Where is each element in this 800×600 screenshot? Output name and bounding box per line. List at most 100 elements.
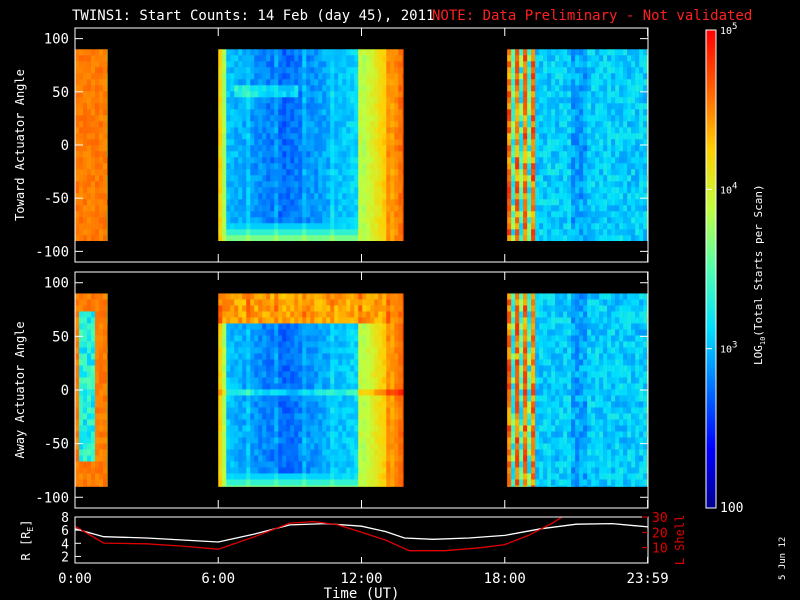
heatmap-cell <box>338 61 343 68</box>
heatmap-cell <box>386 329 391 336</box>
heatmap-cell <box>79 223 84 230</box>
heatmap-cell <box>571 223 576 230</box>
heatmap-cell <box>242 311 247 318</box>
heatmap-cell <box>326 199 331 206</box>
heatmap-cell <box>270 299 275 306</box>
heatmap-cell <box>511 145 516 152</box>
heatmap-cell <box>79 205 84 212</box>
heatmap-cell <box>107 467 108 474</box>
heatmap-cell <box>531 85 536 92</box>
heatmap-cell <box>258 127 263 134</box>
heatmap-cell <box>270 461 275 468</box>
heatmap-cell <box>338 425 343 432</box>
heatmap-cell <box>515 211 520 218</box>
heatmap-cell <box>583 229 588 236</box>
heatmap-cell <box>298 371 303 378</box>
heatmap-cell <box>350 413 355 420</box>
heatmap-cell <box>246 317 251 324</box>
heatmap-cell <box>398 175 403 182</box>
heatmap-cell <box>507 347 512 354</box>
heatmap-cell <box>362 55 367 62</box>
heatmap-cell <box>330 145 335 152</box>
heatmap-cell <box>218 211 223 218</box>
heatmap-cell <box>587 127 592 134</box>
heatmap-cell <box>551 67 556 74</box>
heatmap-cell <box>374 359 379 366</box>
heatmap-cell <box>310 49 315 56</box>
heatmap-cell <box>107 229 108 236</box>
heatmap-cell <box>87 431 92 438</box>
heatmap-cell <box>218 311 223 318</box>
heatmap-cell <box>310 317 315 324</box>
heatmap-cell <box>226 211 231 218</box>
heatmap-cell <box>619 175 624 182</box>
heatmap-cell <box>354 353 359 360</box>
heatmap-cell <box>306 67 311 74</box>
heatmap-cell <box>326 67 331 74</box>
heatmap-cell <box>266 413 271 420</box>
heatmap-cell <box>326 109 331 116</box>
heatmap-cell <box>394 67 399 74</box>
heatmap-cell <box>643 181 648 188</box>
heatmap-cell <box>322 311 327 318</box>
heatmap-cell <box>314 389 319 396</box>
heatmap-cell <box>515 359 520 366</box>
heatmap-cell <box>278 479 283 486</box>
heatmap-cell <box>254 389 259 396</box>
heatmap-cell <box>270 97 275 104</box>
heatmap-cell <box>91 157 96 164</box>
heatmap-cell <box>262 461 267 468</box>
heatmap-cell <box>294 91 299 98</box>
heatmap-cell <box>382 383 387 390</box>
heatmap-cell <box>374 437 379 444</box>
heatmap-cell <box>107 109 108 116</box>
heatmap-cell <box>290 67 295 74</box>
heatmap-cell <box>370 223 375 230</box>
heatmap-cell <box>274 115 279 122</box>
heatmap-cell <box>615 157 620 164</box>
heatmap-cell <box>615 61 620 68</box>
heatmap-cell <box>523 55 528 62</box>
heatmap-cell <box>615 211 620 218</box>
heatmap-cell <box>87 115 92 122</box>
heatmap-cell <box>603 109 608 116</box>
heatmap-cell <box>342 473 347 480</box>
heatmap-cell <box>398 223 403 230</box>
heatmap-cell <box>382 151 387 158</box>
heatmap-cell <box>386 199 391 206</box>
heatmap-cell <box>250 353 255 360</box>
heatmap-cell <box>346 103 351 110</box>
heatmap-cell <box>266 395 271 402</box>
heatmap-cell <box>103 205 108 212</box>
heatmap-cell <box>635 133 640 140</box>
heatmap-cell <box>374 235 379 242</box>
heatmap-cell <box>595 139 600 146</box>
heatmap-cell <box>398 395 403 402</box>
heatmap-cell <box>226 145 231 152</box>
heatmap-cell <box>402 437 404 444</box>
heatmap-cell <box>334 229 339 236</box>
heatmap-cell <box>266 347 271 354</box>
heatmap-cell <box>103 347 108 354</box>
heatmap-cell <box>306 455 311 462</box>
heatmap-cell <box>286 73 291 80</box>
heatmap-cell <box>362 193 367 200</box>
heatmap-cell <box>318 103 323 110</box>
heatmap-cell <box>358 163 363 170</box>
heatmap-cell <box>515 383 520 390</box>
heatmap-cell <box>302 121 307 128</box>
heatmap-cell <box>571 205 576 212</box>
heatmap-cell <box>370 103 375 110</box>
heatmap-cell <box>326 91 331 98</box>
heatmap-cell <box>262 335 267 342</box>
heatmap-cell <box>330 157 335 164</box>
heatmap-cell <box>619 109 624 116</box>
heatmap-cell <box>246 437 251 444</box>
heatmap-cell <box>559 61 564 68</box>
heatmap-cell <box>519 431 524 438</box>
heatmap-cell <box>631 223 636 230</box>
heatmap-cell <box>382 163 387 170</box>
heatmap-cell <box>587 103 592 110</box>
heatmap-cell <box>95 419 100 426</box>
heatmap-cell <box>374 413 379 420</box>
